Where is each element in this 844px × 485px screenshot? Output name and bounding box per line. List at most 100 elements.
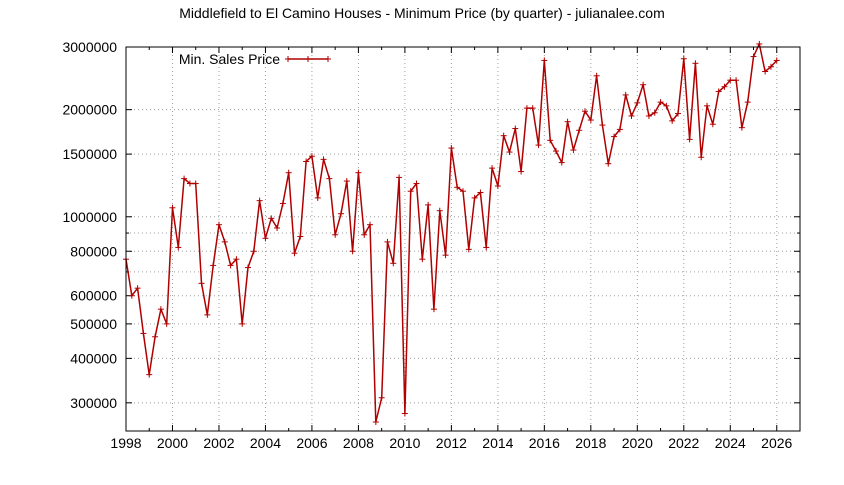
data-point xyxy=(500,132,507,139)
data-point xyxy=(221,238,228,245)
data-point xyxy=(262,235,269,242)
legend-label: Min. Sales Price xyxy=(179,51,280,67)
x-tick-label: 2002 xyxy=(203,435,234,451)
data-point xyxy=(372,418,379,425)
data-point xyxy=(152,333,159,340)
x-tick-label: 2022 xyxy=(668,435,699,451)
y-tick-label: 400000 xyxy=(70,350,117,366)
x-tick-label: 2010 xyxy=(389,435,420,451)
data-point xyxy=(320,156,327,163)
data-point xyxy=(692,60,699,67)
data-point xyxy=(268,215,275,222)
data-point xyxy=(425,201,432,208)
x-tick-label: 2014 xyxy=(482,435,513,451)
y-tick-label: 1500000 xyxy=(62,146,117,162)
data-point xyxy=(733,77,740,84)
data-point xyxy=(436,207,443,214)
x-tick-label: 2000 xyxy=(157,435,188,451)
grid-lines xyxy=(125,47,800,431)
data-point xyxy=(332,231,339,238)
data-point xyxy=(773,57,780,64)
data-point xyxy=(547,137,554,144)
y-tick-label: 1000000 xyxy=(62,209,117,225)
x-tick-label: 2020 xyxy=(622,435,653,451)
data-point xyxy=(582,108,589,115)
data-point xyxy=(674,110,681,117)
data-point xyxy=(535,142,542,149)
data-point xyxy=(337,210,344,217)
x-tick-label: 2006 xyxy=(296,435,327,451)
data-point xyxy=(279,200,286,207)
data-point xyxy=(378,394,385,401)
data-point xyxy=(140,330,147,337)
data-point xyxy=(186,180,193,187)
data-point xyxy=(134,285,141,292)
data-point xyxy=(361,231,368,238)
x-tick-label: 2008 xyxy=(343,435,374,451)
data-point xyxy=(599,122,606,129)
data-point xyxy=(686,136,693,143)
data-point xyxy=(698,154,705,161)
x-tick-label: 2012 xyxy=(436,435,467,451)
data-point xyxy=(215,221,222,228)
y-tick-label: 2000000 xyxy=(62,102,117,118)
data-point xyxy=(616,126,623,133)
data-point xyxy=(750,53,757,60)
data-point xyxy=(663,102,670,109)
data-point xyxy=(622,91,629,98)
axis-tick-labels: 1998 2000 2002 2004 2006 2008 2010 2012 2014 2016… xyxy=(62,39,792,451)
x-tick-label: 2004 xyxy=(250,435,281,451)
data-point xyxy=(523,105,530,112)
data-point xyxy=(494,183,501,190)
legend-swatch-markers xyxy=(285,56,331,62)
data-point xyxy=(192,180,199,187)
data-point xyxy=(227,262,234,269)
data-point xyxy=(570,147,577,154)
data-point xyxy=(541,57,548,64)
data-point xyxy=(349,248,356,255)
data-point xyxy=(651,109,658,116)
data-point xyxy=(593,72,600,79)
data-point xyxy=(326,175,333,182)
series-layer xyxy=(123,40,780,425)
data-point xyxy=(390,260,397,267)
data-point xyxy=(448,145,455,152)
y-tick-label: 600000 xyxy=(70,288,117,304)
data-point xyxy=(558,159,565,166)
data-point xyxy=(756,40,763,47)
x-tick-label: 2024 xyxy=(715,435,746,451)
data-point xyxy=(576,127,583,134)
data-point xyxy=(512,125,519,132)
data-point xyxy=(233,256,240,263)
data-point xyxy=(738,124,745,131)
data-point xyxy=(239,320,246,327)
data-point xyxy=(477,189,484,196)
data-point xyxy=(250,248,257,255)
data-point xyxy=(605,160,612,167)
data-point xyxy=(128,292,135,299)
x-tick-label: 2018 xyxy=(575,435,606,451)
data-point xyxy=(680,55,687,62)
data-point xyxy=(628,112,635,119)
data-point xyxy=(518,168,525,175)
x-tick-label: 2016 xyxy=(529,435,560,451)
data-point xyxy=(460,188,466,195)
data-point xyxy=(407,188,414,195)
data-point xyxy=(529,105,536,112)
data-point xyxy=(181,175,188,182)
data-point xyxy=(285,169,292,176)
data-point xyxy=(355,169,362,176)
data-point xyxy=(175,244,182,251)
data-point xyxy=(489,165,496,172)
data-point xyxy=(198,280,205,287)
data-point xyxy=(645,112,652,119)
y-tick-label: 3000000 xyxy=(62,39,117,55)
data-point xyxy=(721,83,728,90)
data-point xyxy=(709,121,716,128)
data-point xyxy=(396,174,403,181)
data-point xyxy=(210,262,217,269)
data-point xyxy=(640,81,647,88)
data-point xyxy=(587,117,594,124)
data-point xyxy=(274,224,281,231)
